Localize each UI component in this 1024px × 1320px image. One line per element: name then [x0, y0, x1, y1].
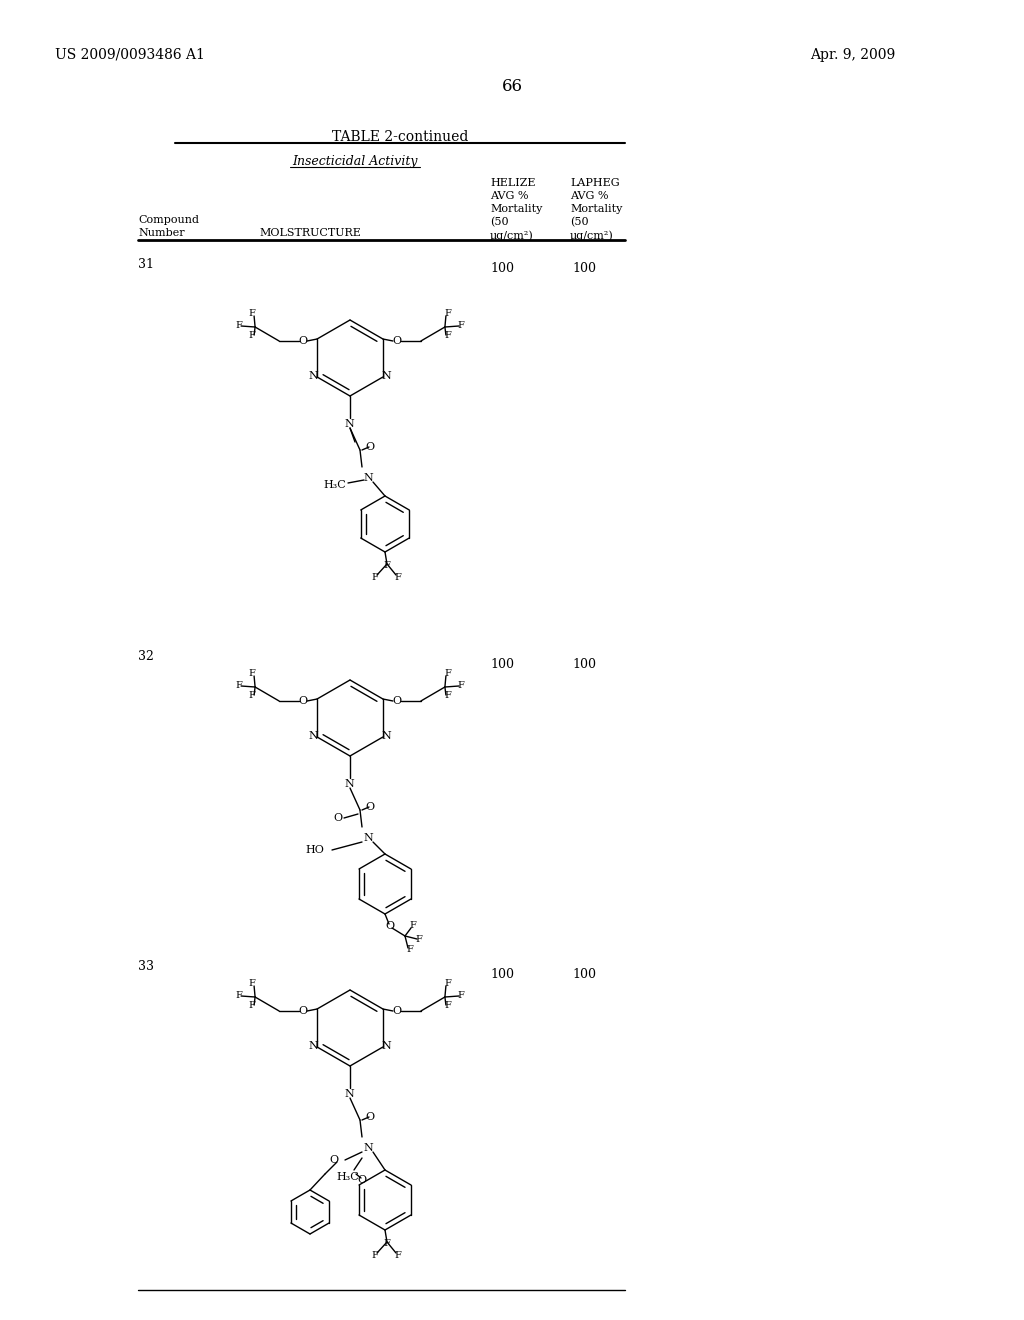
Text: (50: (50	[570, 216, 589, 227]
Text: F: F	[394, 1250, 401, 1259]
Text: Insecticidal Activity: Insecticidal Activity	[292, 154, 418, 168]
Text: O: O	[392, 337, 401, 346]
Text: F: F	[444, 669, 452, 678]
Text: Number: Number	[138, 228, 184, 238]
Text: 100: 100	[572, 968, 596, 981]
Text: Mortality: Mortality	[570, 205, 623, 214]
Text: MOLSTRUCTURE: MOLSTRUCTURE	[259, 228, 360, 238]
Text: US 2009/0093486 A1: US 2009/0093486 A1	[55, 48, 205, 62]
Text: LAPHEG: LAPHEG	[570, 178, 620, 187]
Text: 100: 100	[490, 968, 514, 981]
Text: F: F	[394, 573, 401, 582]
Text: 100: 100	[572, 261, 596, 275]
Text: HO: HO	[305, 845, 325, 855]
Text: AVG %: AVG %	[570, 191, 608, 201]
Text: N: N	[382, 371, 391, 381]
Text: O: O	[330, 1155, 339, 1166]
Text: (50: (50	[490, 216, 509, 227]
Text: F: F	[372, 1250, 379, 1259]
Text: O: O	[392, 1006, 401, 1016]
Text: F: F	[444, 979, 452, 989]
Text: N: N	[344, 779, 354, 789]
Text: F: F	[236, 681, 243, 689]
Text: F: F	[458, 681, 464, 689]
Text: F: F	[410, 921, 417, 931]
Text: O: O	[299, 696, 307, 706]
Text: μg/cm²): μg/cm²)	[490, 230, 534, 240]
Text: 100: 100	[490, 261, 514, 275]
Text: F: F	[249, 979, 256, 989]
Text: HELIZE: HELIZE	[490, 178, 536, 187]
Text: Apr. 9, 2009: Apr. 9, 2009	[810, 48, 895, 62]
Text: F: F	[384, 561, 390, 570]
Text: F: F	[458, 321, 464, 330]
Text: N: N	[344, 418, 354, 429]
Text: F: F	[384, 1239, 390, 1249]
Text: O: O	[366, 442, 375, 451]
Text: 33: 33	[138, 960, 154, 973]
Text: 31: 31	[138, 257, 154, 271]
Text: O: O	[392, 696, 401, 706]
Text: F: F	[249, 1002, 256, 1011]
Text: AVG %: AVG %	[490, 191, 528, 201]
Text: F: F	[236, 990, 243, 999]
Text: 32: 32	[138, 649, 154, 663]
Text: N: N	[364, 833, 373, 843]
Text: F: F	[249, 692, 256, 701]
Text: F: F	[372, 573, 379, 582]
Text: O: O	[299, 1006, 307, 1016]
Text: N: N	[308, 1041, 318, 1051]
Text: F: F	[407, 945, 414, 954]
Text: O: O	[385, 921, 394, 931]
Text: O: O	[366, 803, 375, 812]
Text: μg/cm²): μg/cm²)	[570, 230, 613, 240]
Text: N: N	[364, 473, 373, 483]
Text: F: F	[249, 331, 256, 341]
Text: N: N	[382, 731, 391, 741]
Text: F: F	[416, 936, 423, 945]
Text: O: O	[366, 1111, 375, 1122]
Text: N: N	[344, 1089, 354, 1100]
Text: H₃C: H₃C	[324, 480, 346, 490]
Text: 100: 100	[572, 657, 596, 671]
Text: F: F	[249, 669, 256, 678]
Text: O: O	[334, 813, 343, 822]
Text: F: F	[444, 309, 452, 318]
Text: N: N	[308, 731, 318, 741]
Text: O: O	[299, 337, 307, 346]
Text: H₃C: H₃C	[337, 1172, 359, 1181]
Text: F: F	[444, 331, 452, 341]
Text: Mortality: Mortality	[490, 205, 543, 214]
Text: O: O	[357, 1175, 367, 1185]
Text: F: F	[249, 309, 256, 318]
Text: N: N	[382, 1041, 391, 1051]
Text: N: N	[308, 371, 318, 381]
Text: F: F	[444, 1002, 452, 1011]
Text: 66: 66	[502, 78, 522, 95]
Text: Compound: Compound	[138, 215, 199, 224]
Text: TABLE 2-continued: TABLE 2-continued	[332, 129, 468, 144]
Text: N: N	[364, 1143, 373, 1152]
Text: F: F	[236, 321, 243, 330]
Text: 100: 100	[490, 657, 514, 671]
Text: F: F	[444, 692, 452, 701]
Text: F: F	[458, 990, 464, 999]
